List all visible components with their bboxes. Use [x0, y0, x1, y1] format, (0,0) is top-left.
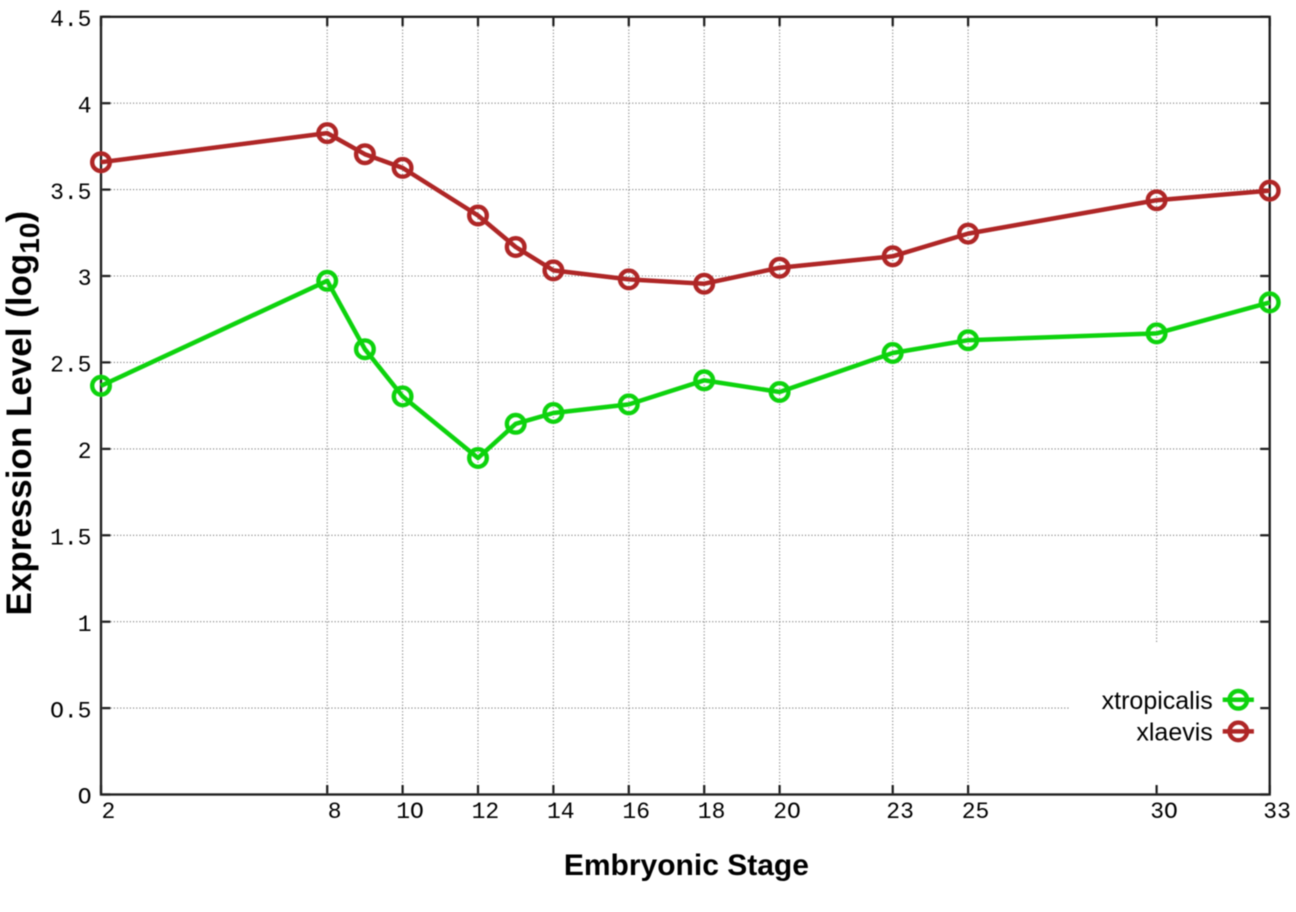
svg-text:xlaevis: xlaevis [1136, 719, 1212, 747]
svg-text:2: 2 [78, 439, 92, 465]
svg-text:25: 25 [962, 799, 990, 825]
svg-text:2: 2 [101, 799, 115, 825]
svg-text:3O: 3O [1150, 799, 1178, 825]
svg-text:3: 3 [78, 266, 92, 292]
svg-text:Expression Level (log10): Expression Level (log10) [0, 211, 45, 616]
svg-text:1: 1 [78, 612, 92, 638]
svg-text:18: 18 [698, 799, 726, 825]
svg-text:1O: 1O [396, 799, 424, 825]
svg-text:23: 23 [886, 799, 914, 825]
svg-text:1.5: 1.5 [50, 526, 91, 552]
svg-text:8: 8 [328, 799, 342, 825]
svg-text:33: 33 [1263, 799, 1291, 825]
svg-text:O: O [78, 785, 92, 811]
svg-text:Embryonic Stage: Embryonic Stage [564, 849, 809, 882]
svg-text:16: 16 [622, 799, 650, 825]
svg-text:4: 4 [78, 93, 92, 119]
svg-text:14: 14 [547, 799, 575, 825]
svg-text:4.5: 4.5 [50, 7, 91, 33]
svg-text:xtropicalis: xtropicalis [1102, 687, 1213, 715]
svg-text:O.5: O.5 [50, 698, 91, 724]
svg-text:2O: 2O [773, 799, 801, 825]
svg-text:3.5: 3.5 [50, 180, 91, 206]
svg-text:2.5: 2.5 [50, 353, 91, 379]
svg-text:12: 12 [472, 799, 500, 825]
